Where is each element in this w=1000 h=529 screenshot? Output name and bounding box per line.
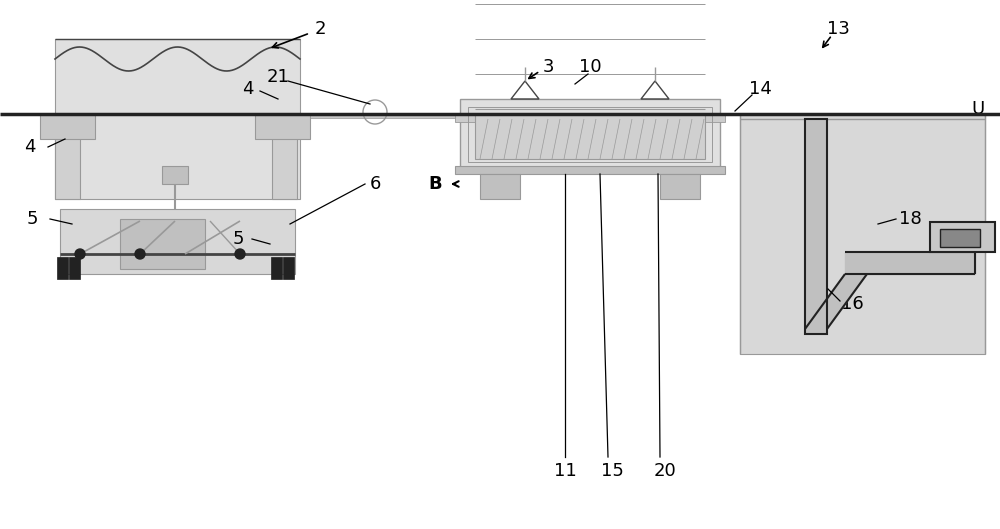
Bar xyxy=(740,114,985,354)
Bar xyxy=(475,114,705,159)
Text: 5: 5 xyxy=(26,210,38,228)
Text: 3: 3 xyxy=(542,58,554,76)
Text: 6: 6 xyxy=(369,175,381,193)
Bar xyxy=(455,166,725,174)
Circle shape xyxy=(75,249,85,259)
Bar xyxy=(805,119,827,334)
Text: U: U xyxy=(971,100,985,118)
Bar xyxy=(55,114,80,199)
Circle shape xyxy=(135,249,145,259)
Text: 10: 10 xyxy=(579,58,601,76)
Bar xyxy=(940,229,980,247)
Text: 14: 14 xyxy=(749,80,771,98)
Polygon shape xyxy=(805,274,867,329)
Bar xyxy=(57,257,68,279)
Bar xyxy=(40,114,95,139)
Bar xyxy=(480,174,520,199)
Bar xyxy=(930,222,995,252)
Bar xyxy=(460,99,720,169)
Text: 4: 4 xyxy=(242,80,254,98)
Text: 4: 4 xyxy=(24,138,36,156)
Bar xyxy=(660,174,700,199)
Circle shape xyxy=(235,249,245,259)
Bar xyxy=(69,257,80,279)
Bar xyxy=(468,107,712,162)
Bar xyxy=(60,209,295,274)
Bar xyxy=(162,166,188,184)
Bar xyxy=(271,257,282,279)
Bar xyxy=(283,257,294,279)
Text: 18: 18 xyxy=(899,210,921,228)
Polygon shape xyxy=(845,252,975,274)
Text: 15: 15 xyxy=(601,462,623,480)
Bar xyxy=(272,114,297,199)
Text: 2: 2 xyxy=(314,20,326,38)
Bar xyxy=(455,114,725,122)
Text: 17: 17 xyxy=(957,225,979,243)
Bar xyxy=(255,114,310,139)
Bar xyxy=(120,219,205,269)
Bar xyxy=(310,114,460,118)
Text: 5: 5 xyxy=(232,230,244,248)
Text: 21: 21 xyxy=(267,68,289,86)
Text: B: B xyxy=(428,175,442,193)
Bar xyxy=(55,39,300,199)
Text: 13: 13 xyxy=(827,20,849,38)
Text: 11: 11 xyxy=(554,462,576,480)
Text: 20: 20 xyxy=(654,462,676,480)
Text: 16: 16 xyxy=(841,295,863,313)
